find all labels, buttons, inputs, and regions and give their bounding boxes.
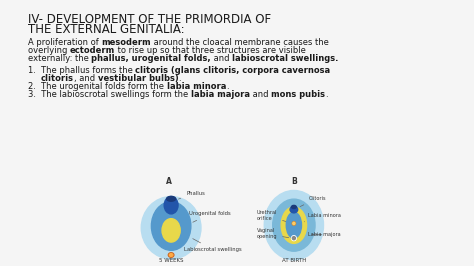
Ellipse shape [286, 212, 301, 238]
Text: Labia minora: Labia minora [304, 213, 341, 222]
Text: , and: , and [74, 74, 98, 83]
Circle shape [293, 222, 295, 225]
Ellipse shape [167, 196, 175, 201]
Text: .: . [179, 74, 181, 83]
Circle shape [292, 222, 296, 225]
Ellipse shape [281, 207, 307, 243]
Text: labioscrotal swellings.: labioscrotal swellings. [232, 55, 338, 63]
Ellipse shape [292, 205, 296, 209]
Text: clitoris (glans clitoris, corpora cavernosa: clitoris (glans clitoris, corpora cavern… [136, 66, 331, 74]
Text: around the cloacal membrane causes the: around the cloacal membrane causes the [151, 38, 329, 47]
Text: Vaginal
opening: Vaginal opening [256, 228, 289, 239]
Text: Labioscrotal swellings: Labioscrotal swellings [184, 239, 242, 252]
Text: and: and [250, 90, 271, 99]
Ellipse shape [264, 190, 323, 260]
Text: A: A [166, 177, 172, 186]
Text: .: . [325, 90, 328, 99]
Circle shape [292, 236, 296, 241]
Text: A proliferation of: A proliferation of [28, 38, 101, 47]
Circle shape [169, 253, 173, 256]
Text: Urogenital folds: Urogenital folds [189, 211, 231, 222]
Text: overlying: overlying [28, 46, 70, 55]
Text: 5 WEEKS: 5 WEEKS [159, 258, 183, 263]
Ellipse shape [141, 197, 201, 259]
Ellipse shape [164, 197, 178, 214]
Text: labia majora: labia majora [191, 90, 250, 99]
Text: phallus, urogenital folds,: phallus, urogenital folds, [91, 55, 211, 63]
Ellipse shape [151, 202, 191, 250]
Text: vestibular bulbs): vestibular bulbs) [98, 74, 179, 83]
Circle shape [292, 237, 295, 240]
Text: and: and [211, 55, 232, 63]
Text: externally: the: externally: the [28, 55, 91, 63]
Text: THE EXTERNAL GENITALIA:: THE EXTERNAL GENITALIA: [28, 23, 185, 36]
Text: to rise up so that three structures are visible: to rise up so that three structures are … [115, 46, 306, 55]
Text: Phallus: Phallus [178, 190, 205, 199]
Text: ectoderm: ectoderm [70, 46, 115, 55]
Text: 1.  The phallus forms the: 1. The phallus forms the [28, 66, 136, 74]
Text: clitoris: clitoris [41, 74, 74, 83]
Ellipse shape [162, 219, 180, 242]
Ellipse shape [290, 206, 298, 213]
Text: Urethral
orifice: Urethral orifice [256, 210, 290, 223]
Text: AT BIRTH: AT BIRTH [282, 258, 306, 263]
Text: .: . [226, 82, 228, 91]
Circle shape [168, 253, 174, 257]
Text: labia minora: labia minora [167, 82, 226, 91]
Text: 3.  The labioscrotal swellings form the: 3. The labioscrotal swellings form the [28, 90, 191, 99]
Ellipse shape [273, 199, 315, 251]
Text: mesoderm: mesoderm [101, 38, 151, 47]
Text: Clitoris: Clitoris [300, 196, 326, 207]
Text: B: B [291, 177, 297, 186]
Text: mons pubis: mons pubis [271, 90, 325, 99]
Text: Labia majora: Labia majora [308, 232, 341, 237]
Text: IV- DEVELOPMENT OF THE PRIMORDIA OF: IV- DEVELOPMENT OF THE PRIMORDIA OF [28, 13, 271, 26]
Text: 2.  The urogenital folds form the: 2. The urogenital folds form the [28, 82, 167, 91]
